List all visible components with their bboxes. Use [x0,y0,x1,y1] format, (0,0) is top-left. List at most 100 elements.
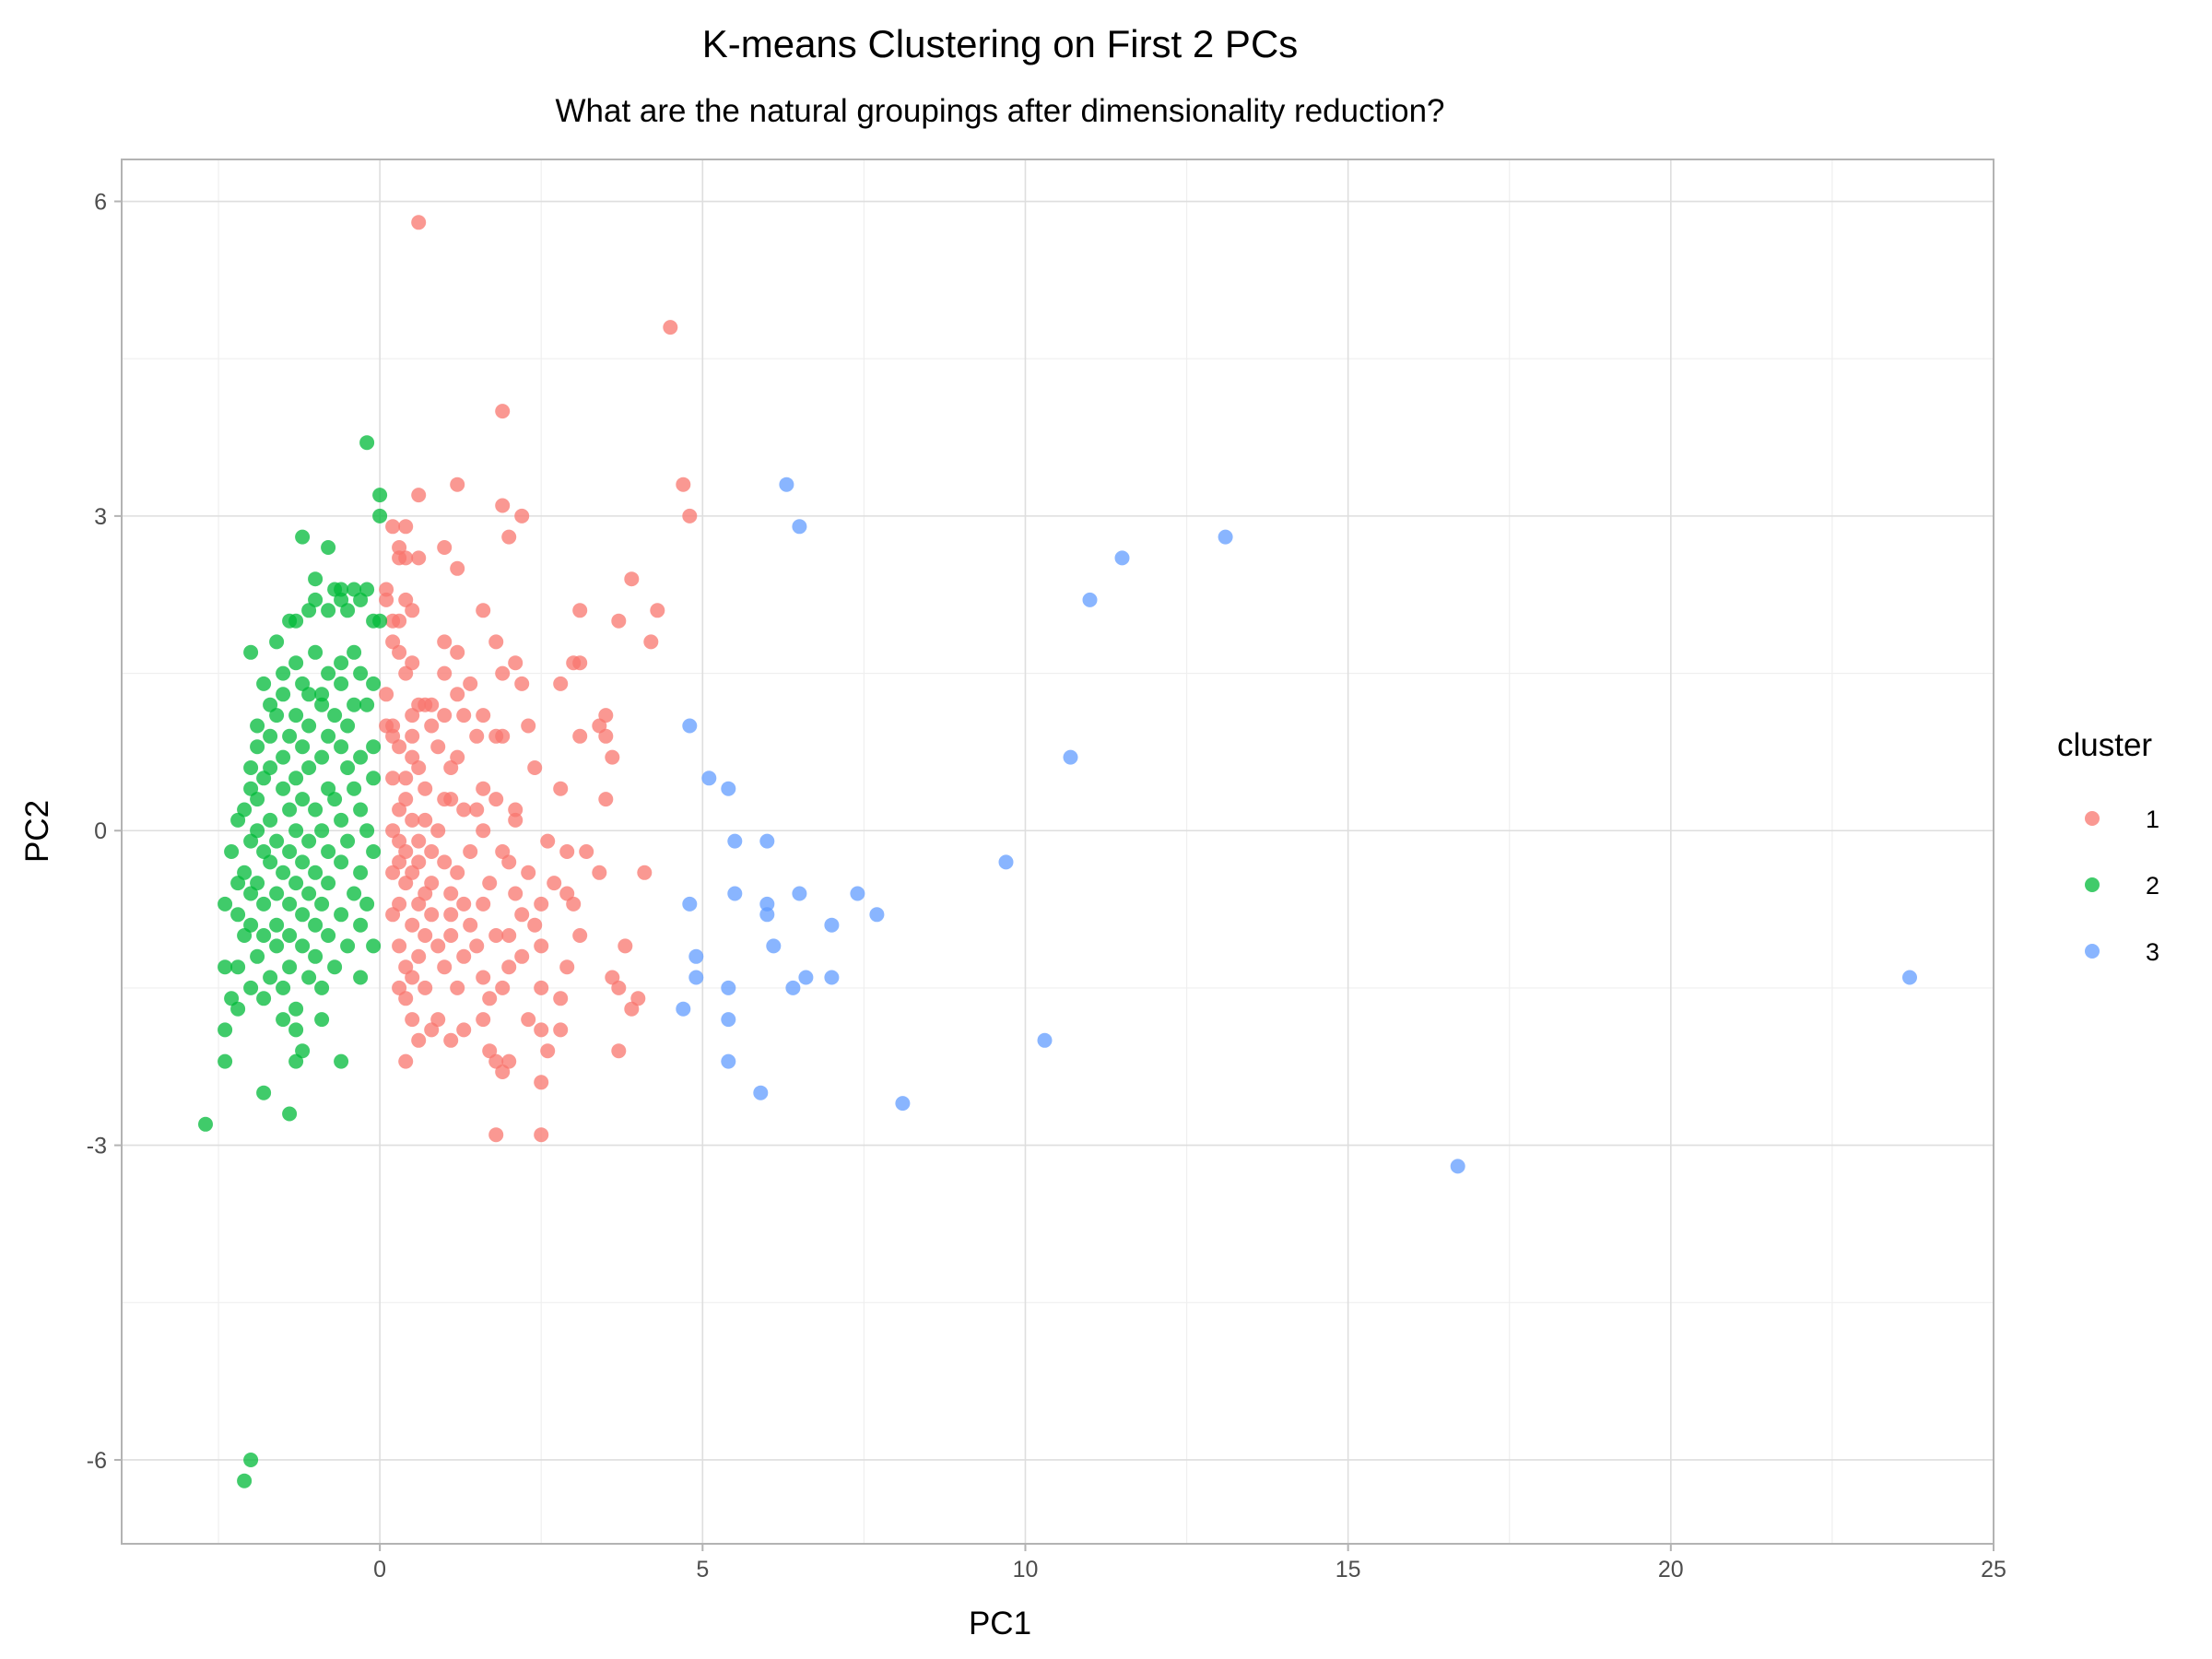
point-cluster-2 [366,676,382,691]
point-cluster-1 [405,1012,420,1028]
point-cluster-2 [321,603,336,618]
point-cluster-1 [476,1012,491,1028]
chart-title: K-means Clustering on First 2 PCs [702,22,1299,65]
point-cluster-1 [411,550,427,566]
point-cluster-2 [230,1001,246,1017]
point-cluster-3 [682,718,698,734]
point-cluster-2 [243,1453,259,1467]
point-cluster-2 [321,728,336,744]
point-cluster-1 [418,980,433,995]
point-cluster-1 [682,508,698,524]
point-cluster-3 [1063,749,1078,765]
point-cluster-1 [411,896,427,912]
point-cluster-2 [308,948,324,964]
point-cluster-2 [366,771,382,786]
point-cluster-2 [295,529,311,545]
point-cluster-2 [301,687,317,702]
point-cluster-1 [443,1032,459,1048]
point-cluster-2 [334,812,349,828]
point-cluster-3 [701,771,717,786]
point-cluster-2 [269,833,285,849]
point-cluster-2 [276,665,291,681]
point-cluster-1 [392,980,407,995]
point-cluster-2 [372,488,388,503]
point-cluster-1 [676,477,691,492]
point-cluster-2 [321,876,336,891]
point-cluster-2 [301,718,317,734]
point-cluster-1 [559,844,575,859]
point-cluster-1 [611,1043,627,1059]
point-cluster-1 [392,644,407,660]
point-cluster-2 [340,833,356,849]
point-cluster-2 [269,917,285,933]
point-cluster-1 [508,886,524,901]
point-cluster-1 [450,687,465,702]
point-cluster-2 [282,802,298,818]
point-cluster-1 [463,917,478,933]
x-axis-ticks: 0 5 10 15 20 25 [373,1544,2006,1583]
point-cluster-1 [521,1012,536,1028]
point-cluster-2 [243,980,259,995]
point-cluster-1 [398,1053,414,1069]
point-cluster-1 [611,613,627,629]
point-cluster-2 [269,708,285,724]
point-cluster-2 [288,1053,304,1069]
point-cluster-1 [392,739,407,755]
point-cluster-3 [727,886,743,901]
point-cluster-1 [495,728,511,744]
point-cluster-1 [398,550,414,566]
point-cluster-1 [476,603,491,618]
point-cluster-3 [688,948,704,964]
point-cluster-2 [347,644,362,660]
point-cluster-1 [572,728,588,744]
point-cluster-1 [482,991,498,1006]
point-cluster-2 [366,844,382,859]
point-cluster-1 [437,665,453,681]
legend-items: 1 2 3 [2085,806,2159,966]
point-cluster-1 [456,1022,472,1038]
point-cluster-1 [663,320,678,335]
point-cluster-2 [263,812,278,828]
point-cluster-3 [753,1085,769,1100]
point-cluster-2 [218,896,233,912]
point-cluster-1 [443,928,459,943]
panel-border [121,159,1994,1545]
point-cluster-1 [521,865,536,880]
point-cluster-1 [418,781,433,796]
point-cluster-3 [785,980,801,995]
point-cluster-2 [237,1473,253,1488]
point-cluster-1 [405,812,420,828]
point-cluster-1 [430,823,446,839]
point-cluster-3 [721,781,736,796]
point-cluster-1 [405,970,420,985]
point-cluster-2 [256,1085,272,1100]
point-cluster-1 [488,792,504,807]
point-cluster-1 [398,519,414,535]
point-cluster-2 [321,665,336,681]
point-cluster-1 [424,844,440,859]
point-cluster-3 [721,980,736,995]
point-cluster-2 [250,948,265,964]
point-cluster-2 [250,792,265,807]
point-cluster-2 [288,823,304,839]
point-cluster-2 [327,959,343,975]
point-cluster-2 [243,760,259,775]
point-cluster-1 [450,865,465,880]
point-cluster-2 [308,865,324,880]
point-cluster-1 [398,991,414,1006]
point-cluster-2 [372,508,388,524]
point-cluster-2 [243,644,259,660]
point-cluster-2 [359,823,375,839]
point-cluster-2 [282,896,298,912]
point-cluster-2 [269,886,285,901]
point-cluster-2 [282,1106,298,1122]
point-cluster-2 [224,844,240,859]
point-cluster-1 [514,676,530,691]
point-cluster-2 [359,896,375,912]
point-cluster-2 [218,1022,233,1038]
point-cluster-3 [721,1012,736,1028]
point-cluster-2 [314,823,330,839]
point-cluster-3 [682,896,698,912]
point-cluster-1 [469,938,485,954]
point-cluster-2 [282,928,298,943]
